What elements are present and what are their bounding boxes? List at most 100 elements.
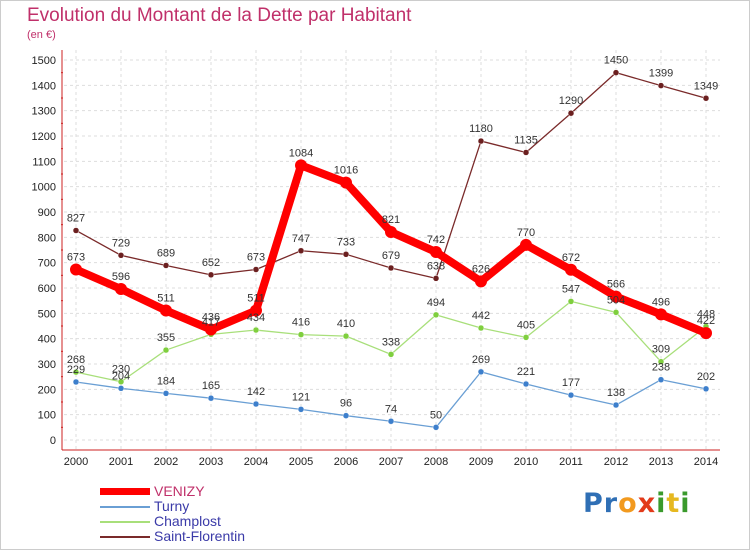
y-tick-label: 400 [38,334,56,346]
y-tick-label: 1100 [32,156,56,168]
data-label: 1399 [649,68,673,80]
data-label: 733 [337,236,355,248]
y-tick-label: 800 [38,232,56,244]
data-point [117,378,125,385]
data-label: 138 [607,387,625,399]
legend-swatch [100,506,150,508]
legend-item: VENIZY [100,483,350,499]
data-label: 547 [562,283,580,295]
data-point [207,271,215,279]
legend-label: Turny [154,498,190,514]
data-label: 202 [697,371,715,383]
data-point [567,109,575,117]
data-point [612,401,620,409]
data-label: 417 [202,316,220,328]
logo-letter: x [637,488,657,519]
logo-letter: P [583,488,604,519]
data-point [72,368,80,376]
data-label: 442 [472,310,490,322]
data-label: 355 [157,332,175,344]
data-point [387,351,395,358]
data-point [702,95,710,102]
data-label: 673 [247,252,265,264]
data-label: 238 [652,362,670,374]
data-point [297,247,305,255]
data-point [432,275,440,282]
data-label: 422 [697,315,715,327]
data-label: 566 [607,279,625,291]
data-point [567,391,575,399]
data-point [72,378,80,386]
data-point [297,331,305,338]
data-label: 511 [157,293,175,305]
y-tick-label: 1500 [32,55,56,67]
data-label: 338 [382,336,400,348]
data-label: 1135 [514,134,538,146]
data-label: 679 [382,250,400,262]
data-label: 230 [112,364,130,376]
data-label: 747 [292,233,310,245]
data-label: 770 [517,227,535,239]
data-label: 74 [385,403,397,415]
x-tick-label: 2004 [244,456,268,468]
data-point [387,418,395,425]
y-tick-label: 200 [38,384,56,396]
data-label: 729 [112,237,130,249]
data-label: 742 [427,234,445,246]
legend-label: Champlost [154,513,221,529]
data-point [72,227,80,234]
x-tick-label: 2009 [469,456,493,468]
data-label: 269 [472,354,490,366]
data-point [160,304,172,317]
x-tick-label: 2005 [289,456,313,468]
data-labels: 673 596 511 436 511 1084 1016 821 742 626 770 672 56… [67,55,718,422]
data-point [477,368,485,376]
data-label: 416 [292,317,310,329]
data-point [252,266,260,273]
series-layer [70,69,712,431]
proxiti-logo: Proxiti [583,488,691,519]
data-label: 1290 [559,95,583,107]
data-label: 165 [202,380,220,392]
data-label: 821 [382,214,400,226]
x-tick-label: 2014 [694,456,718,468]
x-tick-label: 2000 [64,456,88,468]
data-point [657,358,665,365]
logo-letter: o [618,488,638,519]
logo-letter: r [603,488,619,519]
data-label: 1180 [469,123,493,135]
data-point [162,262,170,269]
data-point [70,263,82,276]
legend-item: Champlost [100,513,350,529]
data-point [612,69,620,76]
data-label: 638 [427,260,445,272]
y-tick-label: 0 [50,435,56,447]
x-tick-label: 2001 [109,456,133,468]
data-label: 652 [202,257,220,269]
data-label: 1084 [289,147,313,159]
legend-swatch [100,536,150,538]
data-point [657,376,665,383]
data-label: 434 [247,312,265,324]
x-tick-label: 2003 [199,456,223,468]
chart-title: Evolution du Montant de la Dette par Hab… [27,5,412,26]
data-label: 689 [157,247,175,259]
x-tick-label: 2013 [649,456,673,468]
logo-letter: t [666,488,681,519]
data-point [477,324,485,332]
y-tick-label: 1300 [32,106,56,118]
data-label: 50 [430,409,442,421]
data-point [522,380,530,388]
data-point [115,283,127,296]
data-point [522,334,530,341]
data-label: 496 [652,296,670,308]
data-label: 184 [157,375,175,387]
data-point [655,308,667,321]
legend-swatch [100,488,150,495]
y-tick-label: 100 [38,410,56,422]
x-tick-label: 2011 [559,456,583,468]
data-label: 436 [202,312,220,324]
y-tick-label: 1000 [32,182,56,194]
data-point [342,332,350,340]
